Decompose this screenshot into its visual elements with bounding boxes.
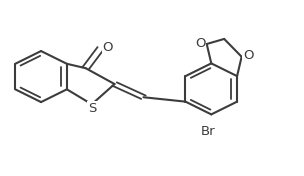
Text: O: O xyxy=(102,41,113,54)
Text: S: S xyxy=(88,102,97,115)
Text: O: O xyxy=(195,37,205,50)
Text: O: O xyxy=(243,49,254,62)
Text: Br: Br xyxy=(201,125,216,138)
